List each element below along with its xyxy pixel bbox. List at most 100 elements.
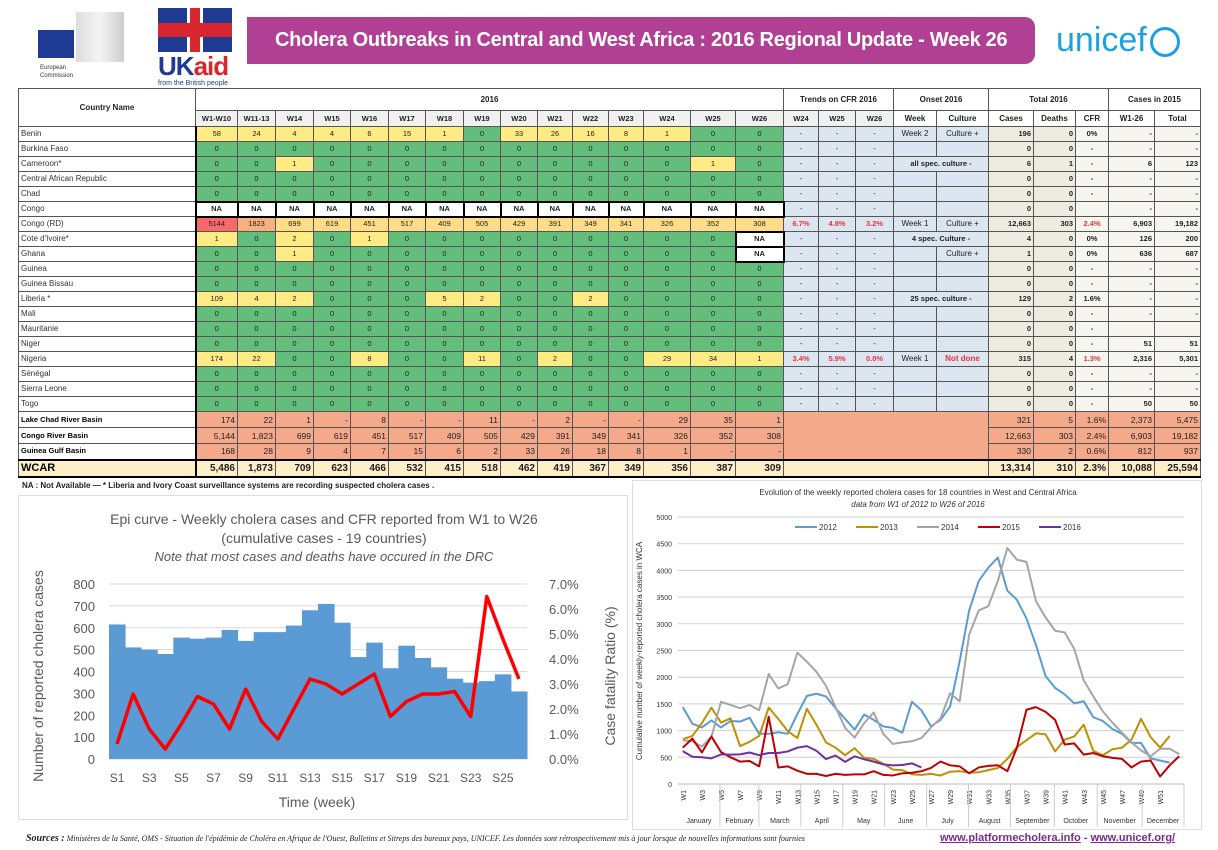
basin-row: Guinea Gulf Basin 168 28 9 4 7 15 6 2 33 26 18 8 1- -3… [18, 443, 1201, 460]
deaths-cell: 2 [1033, 443, 1076, 460]
week-total-cell: 709 [275, 458, 314, 478]
total-cases-cell: 0 [988, 321, 1034, 337]
week-cases-cell: 0 [195, 246, 238, 262]
onset-week-cell [893, 201, 937, 217]
week-total-cell: 349 [572, 427, 609, 444]
week-cases-cell: 409 [425, 216, 464, 232]
week-cases-cell: NA [499, 200, 539, 218]
week-cases-cell: 0 [643, 231, 691, 247]
sources-footer: Sources : Ministères de la Santé, OMS - … [26, 833, 805, 844]
cases-2015-w1-26-cell: - [1108, 276, 1155, 292]
total-deaths-cell: 0 [1033, 171, 1076, 187]
x-axis-label: Time (week) [279, 794, 356, 810]
week-total-cell: - [572, 411, 609, 428]
x-tick-label: W29 [948, 790, 955, 805]
week-cases-cell: 0 [463, 246, 501, 262]
cfr-trend-cell: - [855, 321, 894, 337]
total-cases-cell: 0 [988, 366, 1034, 382]
week-cases-cell: 0 [350, 381, 389, 397]
cfr-trend-cell: 0.0% [855, 351, 894, 367]
week-cases-cell: 0 [350, 186, 389, 202]
y-tick-label: 300 [73, 686, 95, 701]
cases-2015-total-cell: - [1154, 276, 1201, 292]
total-deaths-cell: 0 [1033, 231, 1076, 247]
week-total-cell: - [388, 411, 426, 428]
total-deaths-cell: 1 [1033, 156, 1076, 172]
y-tick-label: 100 [73, 730, 95, 745]
row-label: Guinea Gulf Basin [18, 443, 197, 460]
country-row: Central African Republic 0 0 0 0 0 0 0 0 0 0 0 0 0 0 0-… [18, 171, 1201, 187]
week-cases-cell: 1 [275, 156, 314, 172]
x-tick-label: S3 [142, 771, 157, 785]
week-cases-cell: 451 [350, 216, 389, 232]
onset-week-cell [893, 396, 937, 412]
cfr-trend-cell: - [818, 321, 856, 337]
week-cases-cell: 0 [608, 246, 644, 262]
week-cases-cell: 0 [463, 276, 501, 292]
unicef-link[interactable]: www.unicef.org/ [1090, 832, 1176, 844]
y-tick-label: 5000 [656, 515, 672, 522]
bar [237, 640, 255, 759]
week-cases-cell: 0 [237, 246, 276, 262]
cases-2015-total-cell [1154, 321, 1201, 337]
week-cases-cell: 0 [690, 171, 736, 187]
onset-culture-cell: Culture + [936, 216, 989, 232]
y2-tick-label: 1.0% [549, 727, 579, 742]
bar [285, 625, 303, 759]
cfr-cell: 2.4% [1075, 427, 1109, 444]
platformecholera-link[interactable]: www.platformecholera.info [940, 832, 1081, 844]
bar [430, 667, 448, 759]
total-cfr-cell: 0% [1075, 231, 1109, 247]
cases-2015-w1-26-cell: - [1108, 291, 1155, 307]
country-name: Benin [18, 126, 197, 142]
week-cases-cell: 0 [735, 381, 784, 397]
week-cases-cell: 0 [237, 381, 276, 397]
week-cases-cell: 0 [388, 366, 426, 382]
week-cases-cell: 0 [643, 396, 691, 412]
x-tick-label: S5 [174, 771, 189, 785]
week-total-cell: 174 [195, 411, 238, 428]
week-cases-cell: 8 [350, 351, 389, 367]
week-cases-cell: 0 [388, 171, 426, 187]
week-cases-cell: 0 [350, 321, 389, 337]
w1_26_2015-cell: 2,373 [1108, 411, 1155, 428]
week-total-cell: 623 [313, 458, 351, 478]
month-label: February [725, 818, 754, 825]
week-cases-cell: 0 [350, 336, 389, 352]
cfr-trend-cell: - [818, 231, 856, 247]
cfr-trend-cell: - [855, 261, 894, 277]
week-cases-cell: 0 [350, 156, 389, 172]
total-cfr-cell [1075, 201, 1109, 217]
cfr-trend-cell: - [783, 396, 819, 412]
total-cases-cell: 129 [988, 291, 1034, 307]
week-cases-cell: 0 [608, 351, 644, 367]
cases-2015-total-cell: 19,182 [1154, 216, 1201, 232]
page-title: Cholera Outbreaks in Central and West Af… [247, 17, 1035, 64]
y2-tick-label: 5.0% [549, 627, 579, 642]
series-line-2013 [682, 706, 1171, 777]
onset-week-cell [893, 366, 937, 382]
cfr-trend-cell: - [855, 156, 894, 172]
week-cases-cell: 0 [388, 396, 426, 412]
total-header: Total 2016 [988, 88, 1109, 111]
total-deaths-cell: 0 [1033, 246, 1076, 262]
week-cases-cell: 0 [643, 321, 691, 337]
week-cases-cell: 0 [388, 291, 426, 307]
row-label: Lake Chad River Basin [18, 411, 197, 428]
country-row: Nigeria 174 22 0 0 8 0 0 11 0 2 0 0 29 34 1 3.4% 5.9% 0.0%… [18, 351, 1201, 367]
week-cases-cell: 0 [463, 306, 501, 322]
legend-label: 2012 [819, 523, 837, 532]
total-cfr-cell: - [1075, 141, 1109, 157]
total-deaths-cell: 0 [1033, 201, 1076, 217]
week-total-cell: 8 [608, 443, 644, 460]
week-cases-cell: 0 [537, 321, 573, 337]
week-cases-cell: 0 [195, 156, 238, 172]
week-cases-cell: 0 [350, 306, 389, 322]
x-tick-label: S25 [492, 771, 514, 785]
week-cases-cell: 0 [537, 381, 573, 397]
x-tick-label: S1 [110, 771, 125, 785]
week-cases-cell: 0 [463, 261, 501, 277]
bar [318, 603, 335, 759]
week-cases-cell: 0 [425, 246, 464, 262]
table-footnote: NA : Not Available — * Liberia and Ivory… [22, 481, 435, 490]
